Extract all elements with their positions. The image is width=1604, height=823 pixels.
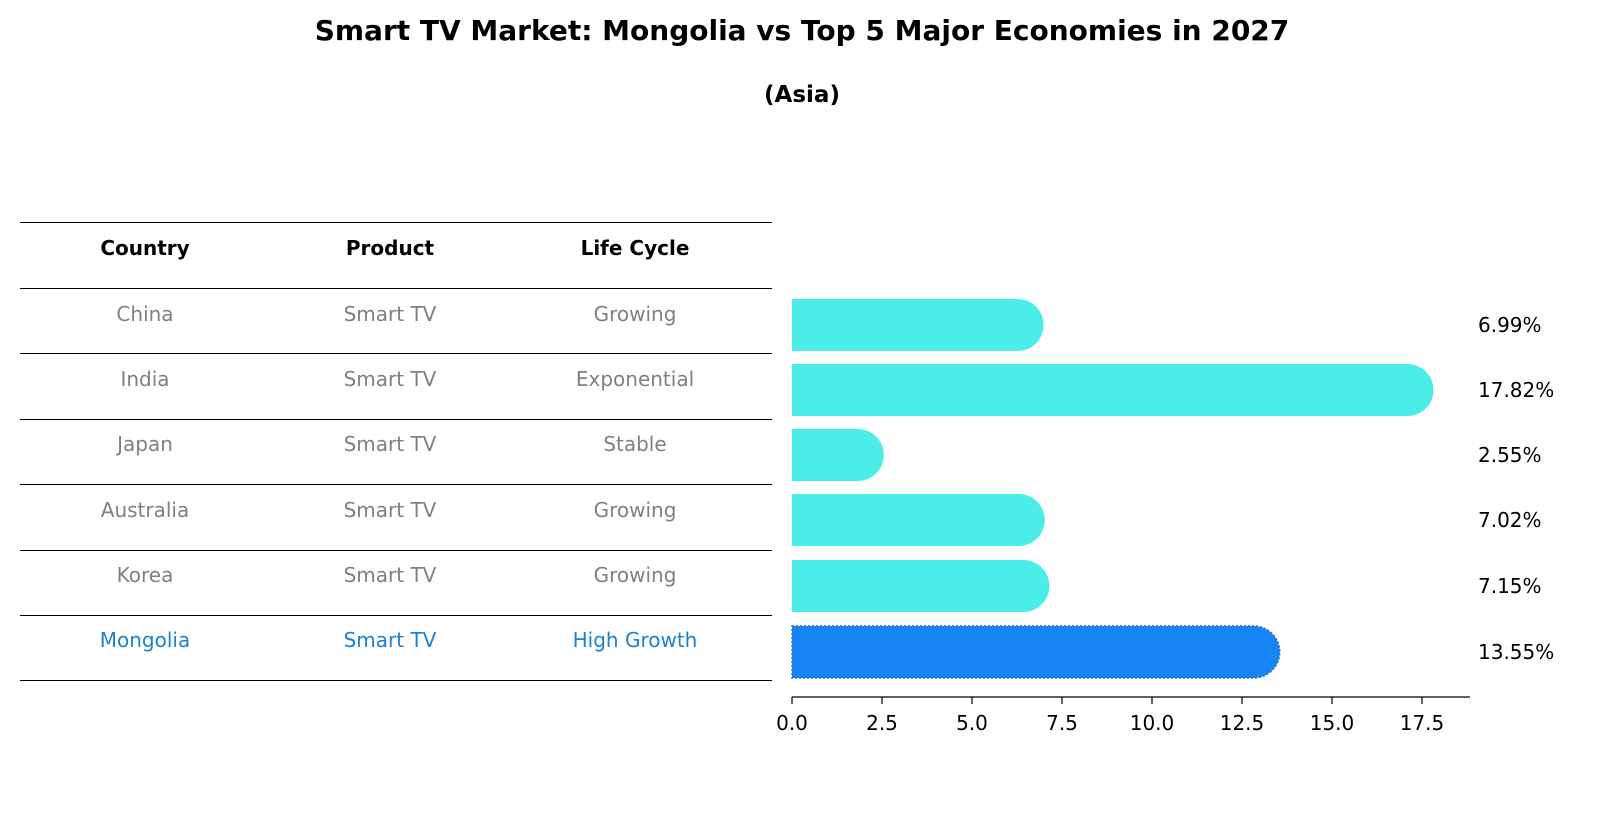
row-australia-life-cycle: Growing	[593, 498, 677, 522]
row-rule	[20, 353, 772, 354]
bar-china	[792, 299, 1044, 351]
header-product: Product	[345, 236, 435, 260]
x-tick-label: 10.0	[1130, 711, 1175, 735]
row-india-product: Smart TV	[343, 367, 437, 391]
row-rule	[20, 484, 772, 485]
value-label-india: 17.82%	[1478, 378, 1554, 402]
row-rule	[20, 419, 772, 420]
bar-mongolia	[791, 625, 1281, 679]
row-korea-product: Smart TV	[343, 563, 437, 587]
x-tick-label: 17.5	[1400, 711, 1445, 735]
row-india-country: India	[120, 367, 170, 391]
chart-subtitle: (Asia)	[764, 82, 840, 108]
row-mongolia-country: Mongolia	[99, 628, 191, 652]
bar-australia	[792, 494, 1045, 546]
row-australia-country: Australia	[100, 498, 190, 522]
bar-korea	[792, 560, 1050, 612]
row-china-country: China	[116, 302, 174, 326]
row-korea-life-cycle: Growing	[593, 563, 677, 587]
row-korea-country: Korea	[116, 563, 174, 587]
row-japan-product: Smart TV	[343, 432, 437, 456]
row-india-life-cycle: Exponential	[575, 367, 695, 391]
header-country: Country	[100, 236, 190, 260]
table-bottom-rule	[20, 680, 772, 681]
row-australia-product: Smart TV	[343, 498, 437, 522]
x-tick-label: 0.0	[776, 711, 808, 735]
row-japan-country: Japan	[117, 432, 173, 456]
bar-japan	[792, 429, 884, 481]
value-label-australia: 7.02%	[1478, 508, 1542, 532]
value-label-japan: 2.55%	[1478, 443, 1542, 467]
row-rule	[20, 615, 772, 616]
x-tick-label: 12.5	[1220, 711, 1265, 735]
header-life-cycle: Life Cycle	[580, 236, 690, 260]
x-tick-label: 5.0	[956, 711, 988, 735]
row-mongolia-product: Smart TV	[343, 628, 437, 652]
row-japan-life-cycle: Stable	[603, 432, 667, 456]
x-tick-label: 2.5	[866, 711, 898, 735]
x-tick-label: 15.0	[1310, 711, 1355, 735]
row-china-life-cycle: Growing	[593, 302, 677, 326]
table-top-rule	[20, 222, 772, 223]
value-label-mongolia: 13.55%	[1478, 640, 1554, 664]
bar-india	[792, 364, 1434, 416]
row-rule	[20, 550, 772, 551]
value-label-china: 6.99%	[1478, 313, 1542, 337]
row-china-product: Smart TV	[343, 302, 437, 326]
table-header-rule	[20, 288, 772, 289]
chart-title: Smart TV Market: Mongolia vs Top 5 Major…	[314, 14, 1290, 47]
row-mongolia-life-cycle: High Growth	[572, 628, 698, 652]
value-label-korea: 7.15%	[1478, 574, 1542, 598]
x-tick-label: 7.5	[1046, 711, 1078, 735]
